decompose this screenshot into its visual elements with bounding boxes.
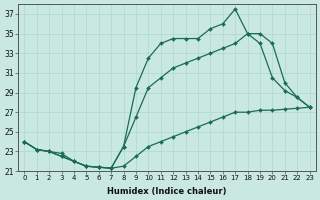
- X-axis label: Humidex (Indice chaleur): Humidex (Indice chaleur): [107, 187, 227, 196]
